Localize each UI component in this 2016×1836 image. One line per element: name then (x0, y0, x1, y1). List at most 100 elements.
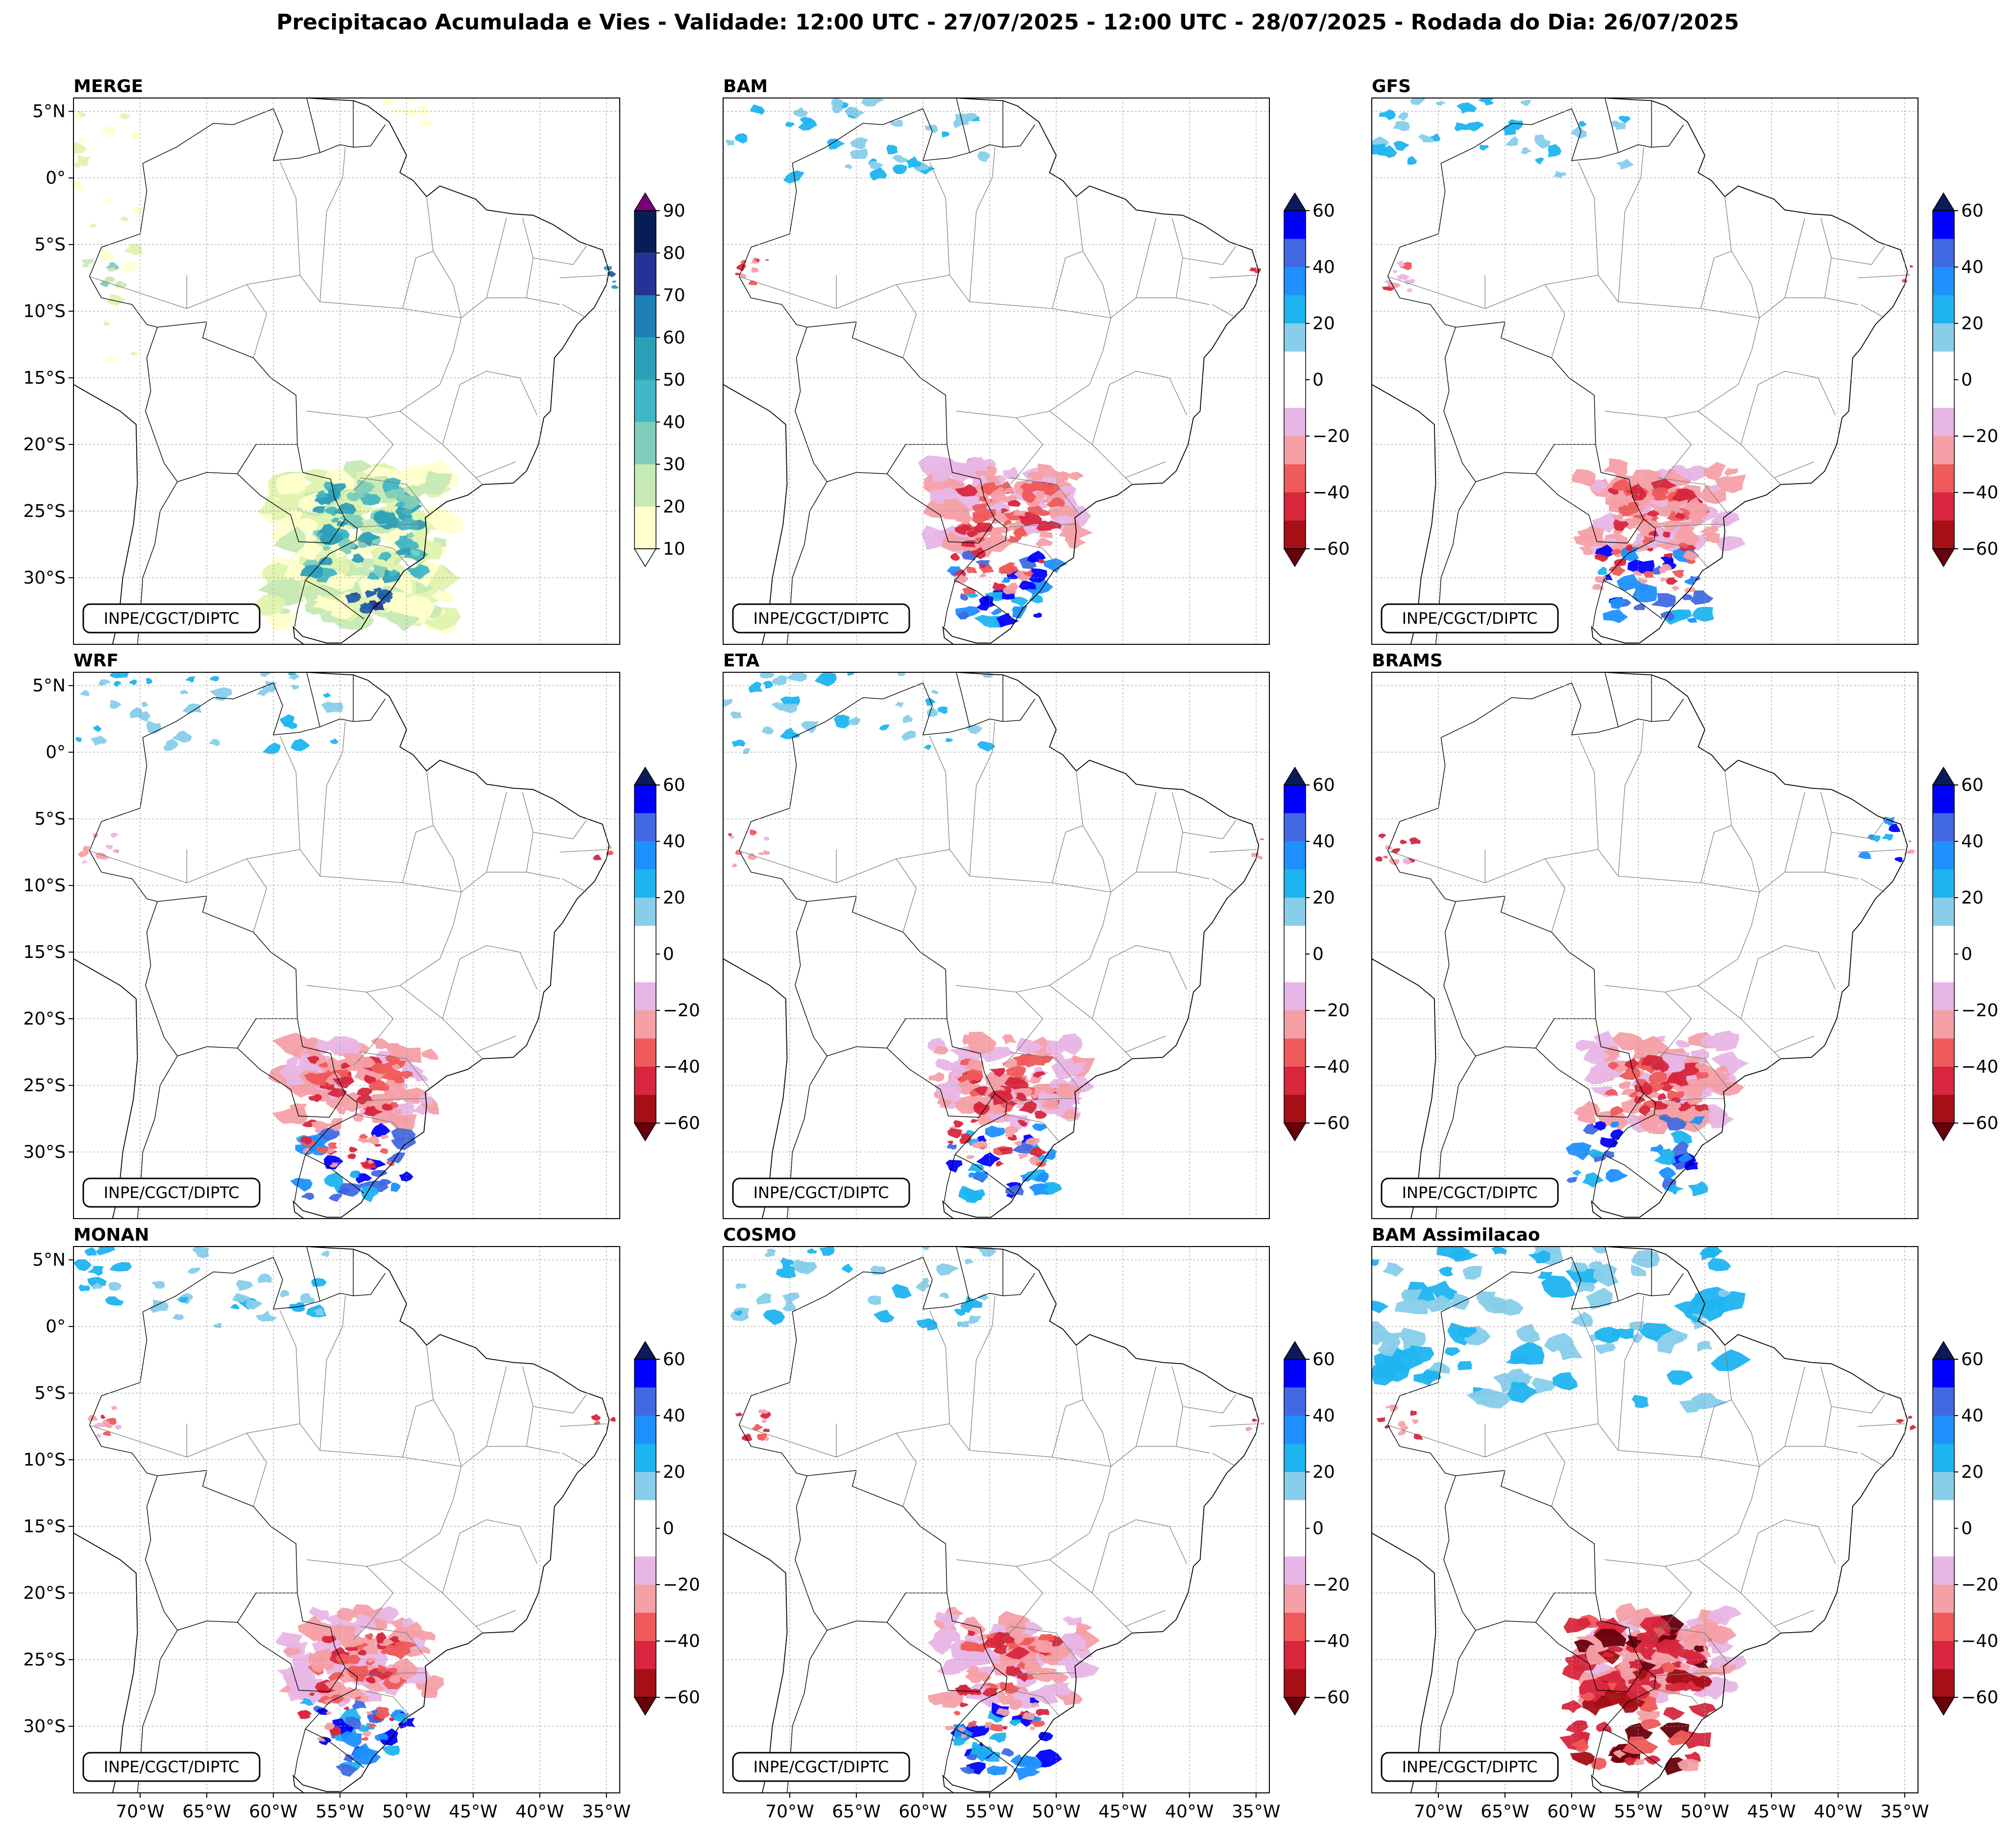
field-blob (965, 1755, 978, 1761)
state-border (1578, 1310, 1599, 1424)
field-blob (336, 1108, 346, 1115)
field-blob (764, 259, 769, 261)
colorbar-segment (1933, 239, 1954, 267)
field-blob (309, 1607, 330, 1621)
state-border (1212, 878, 1237, 893)
colorbar-segment (1284, 1010, 1306, 1039)
field-blob (323, 1613, 351, 1626)
state-border (1860, 1452, 1885, 1467)
field-blob (1033, 1667, 1057, 1683)
field-blob (939, 1292, 949, 1299)
field-blob (1028, 1183, 1048, 1196)
field-blob (1520, 147, 1532, 154)
field-blob (1013, 526, 1027, 536)
field-blob (1444, 1347, 1460, 1356)
field-blob (369, 600, 378, 610)
state-border (1092, 1519, 1187, 1593)
field-blob (339, 1183, 362, 1197)
country-border (237, 473, 346, 544)
colorbar: 60 40 20 0 −20 −40 −60 (1932, 766, 1998, 1142)
field-blob (392, 1713, 409, 1723)
field-blob (82, 262, 89, 268)
field-blob (1693, 1686, 1719, 1698)
country-border (306, 1247, 320, 1301)
state-border (1654, 524, 1724, 528)
lat-tick-label: 0° (46, 168, 66, 188)
field-blob (771, 675, 787, 685)
colorbar-tick-label: −40 (1961, 1057, 1998, 1077)
colorbar-tick-label: 0 (1961, 370, 1972, 390)
field-blob (870, 168, 887, 181)
field-blob (406, 1093, 421, 1103)
field-blob (374, 1144, 382, 1147)
field-blob (950, 1736, 966, 1746)
field-blob (89, 223, 97, 228)
field-blob (396, 517, 420, 531)
country-border (1604, 672, 1619, 727)
figure-title: Precipitacao Acumulada e Vies - Validade… (276, 10, 1739, 35)
field-blob (1506, 1353, 1530, 1365)
field-blob (1571, 1738, 1589, 1753)
field-blob (871, 1265, 886, 1275)
field-blob (337, 1607, 360, 1621)
coastline (723, 672, 1260, 1219)
field-blob (1624, 1058, 1639, 1070)
field-blob (312, 506, 326, 514)
colorbar-extend-min (1932, 1697, 1955, 1716)
field-blob (385, 1667, 397, 1675)
field-blob (384, 1088, 396, 1101)
state-border (969, 721, 996, 877)
colorbar-segment (634, 380, 656, 422)
field-blob (1683, 1056, 1700, 1064)
country-border (807, 1470, 996, 1668)
field-blob (1660, 577, 1668, 582)
field-blob (965, 1259, 973, 1265)
field-blob (1635, 543, 1651, 551)
lat-tick-label: 30°S (23, 1142, 66, 1162)
state-border (279, 162, 300, 275)
field-blob (421, 1049, 439, 1060)
field-blob (339, 1069, 349, 1076)
field-blob (1039, 530, 1053, 539)
state-border (476, 1610, 516, 1627)
coastline (723, 1247, 1260, 1793)
field-blob (1048, 1671, 1069, 1684)
colorbar-segment (634, 869, 656, 898)
field-blob (1003, 1682, 1020, 1694)
panel-title: MERGE (73, 76, 143, 97)
field-blob (937, 706, 948, 714)
field-blob (976, 1671, 992, 1684)
colorbar-tick-label: 40 (663, 1406, 685, 1426)
colorbar-segment (634, 1444, 656, 1472)
state-border (319, 147, 346, 302)
colorbar-tick-label: −20 (1961, 426, 1998, 446)
field-blob (1910, 1424, 1917, 1431)
state-border (533, 820, 587, 839)
field-blob (1628, 1091, 1639, 1098)
map-frame (73, 98, 620, 645)
field-blob (845, 164, 853, 170)
field-blob (365, 1711, 372, 1715)
field-blob (335, 1763, 358, 1777)
country-border (294, 1154, 306, 1201)
colorbar-segment (1284, 1669, 1306, 1697)
field-blob (325, 1711, 332, 1715)
field-blob (1410, 1410, 1417, 1416)
field-blob (317, 557, 333, 565)
lon-tick-label: 70°W (1414, 1802, 1462, 1822)
field-blob (1516, 1323, 1540, 1344)
field-blob (232, 1293, 252, 1302)
colorbar-tick-label: 60 (1312, 1349, 1335, 1370)
field-blob (361, 1186, 379, 1202)
country-border (1387, 683, 1572, 902)
field-blob (985, 1126, 1006, 1138)
field-blob (979, 595, 994, 607)
colorbar-tick-label: −40 (1961, 483, 1998, 503)
state-border (1183, 820, 1237, 839)
field-blob (1600, 1137, 1618, 1148)
coastline (1372, 1247, 1908, 1793)
field-blob (365, 1676, 376, 1684)
state-border (1183, 1394, 1237, 1414)
field-blob (1565, 1142, 1592, 1161)
field-blob (1565, 1267, 1603, 1288)
